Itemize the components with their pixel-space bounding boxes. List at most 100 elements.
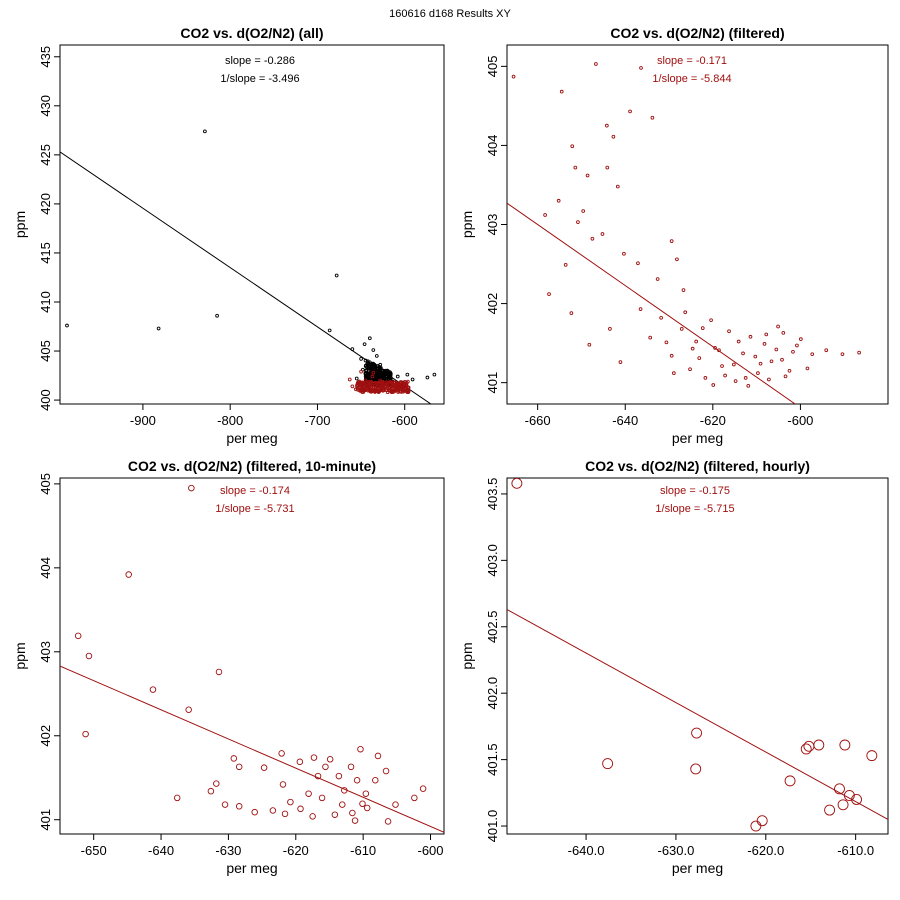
data-point <box>843 790 855 801</box>
data-point <box>74 632 82 640</box>
data-point <box>85 652 93 660</box>
data-point <box>866 750 878 762</box>
data-point <box>511 74 516 79</box>
data-point-all <box>386 377 391 382</box>
data-point <box>411 794 418 802</box>
data-layer <box>60 484 444 833</box>
data-point <box>767 377 771 382</box>
y-tick-label: 403.0 <box>485 544 500 577</box>
data-point-all <box>367 336 372 341</box>
data-point-filtered <box>363 378 368 383</box>
data-point-filtered <box>380 380 384 385</box>
data-point <box>251 808 258 816</box>
data-point <box>573 165 578 170</box>
data-point <box>748 334 753 339</box>
data-point <box>235 803 243 810</box>
x-axis-label: per meg <box>672 430 723 446</box>
data-point <box>650 115 655 120</box>
data-point <box>746 383 751 388</box>
data-point-filtered <box>387 386 391 391</box>
data-point <box>717 348 721 353</box>
y-tick-label: 403.5 <box>485 478 500 511</box>
y-tick-label: 430 <box>38 95 53 117</box>
data-point <box>269 807 277 814</box>
data-point-filtered <box>354 387 358 392</box>
data-point <box>799 337 803 342</box>
data-point <box>279 781 287 788</box>
data-point <box>235 763 243 771</box>
y-tick-label: 420 <box>38 193 53 215</box>
data-point <box>805 366 810 371</box>
data-point <box>753 354 758 359</box>
data-point-all <box>215 313 219 318</box>
data-point <box>622 251 626 256</box>
data-point <box>731 362 736 367</box>
data-point <box>791 349 795 354</box>
x-tick-label: -610 <box>350 843 376 858</box>
data-point-filtered <box>392 380 397 385</box>
data-point <box>281 810 289 818</box>
data-point <box>581 209 586 213</box>
data-point <box>339 801 346 808</box>
y-tick-label: 415 <box>38 242 53 264</box>
data-point <box>780 357 784 362</box>
data-point-all <box>432 372 437 377</box>
data-point <box>694 339 699 344</box>
data-point-filtered <box>373 383 377 388</box>
inverse-slope-annotation: 1/slope = -3.496 <box>220 73 299 85</box>
data-point-filtered <box>355 383 359 387</box>
slope-annotation: slope = -0.174 <box>220 485 290 497</box>
data-point <box>511 478 523 489</box>
data-point-all <box>384 372 389 376</box>
data-point <box>628 109 632 114</box>
figure-title: 160616 d168 Results XY <box>389 8 511 20</box>
y-tick-label: 405 <box>38 473 53 495</box>
data-point <box>382 767 390 775</box>
data-point <box>351 817 359 824</box>
y-tick-label: 404 <box>485 135 500 157</box>
plot-frame <box>59 477 445 835</box>
data-layer <box>60 129 437 404</box>
data-point-filtered <box>370 388 375 392</box>
data-point <box>713 346 717 350</box>
data-point <box>669 239 674 243</box>
data-point-all <box>371 363 376 368</box>
data-point <box>363 804 371 812</box>
data-point-filtered <box>367 381 372 386</box>
inverse-slope-annotation: 1/slope = -5.844 <box>652 73 731 85</box>
data-point-filtered <box>350 384 355 389</box>
y-tick-label: 400 <box>38 389 53 411</box>
slope-annotation: slope = -0.171 <box>657 55 727 67</box>
x-tick-label: -640 <box>148 843 174 858</box>
data-point-all <box>362 342 367 347</box>
plot-frame <box>506 477 889 835</box>
data-point <box>215 668 223 676</box>
data-point <box>700 326 705 330</box>
data-point-filtered <box>370 374 375 379</box>
data-point <box>659 315 664 320</box>
data-point <box>824 348 829 353</box>
x-tick-label: -600 <box>392 413 418 428</box>
y-tick-label: 402 <box>485 293 500 315</box>
data-point <box>353 777 361 784</box>
data-point-all <box>327 328 332 333</box>
data-point <box>690 763 702 775</box>
data-point <box>824 804 836 816</box>
data-point <box>372 777 379 784</box>
data-point <box>711 383 716 387</box>
data-point <box>326 756 334 763</box>
y-tick-label: 401 <box>38 809 53 831</box>
data-point <box>636 261 640 266</box>
data-point <box>230 755 238 762</box>
panel-title: CO2 vs. d(O2/N2) (filtered) <box>610 25 784 41</box>
data-point <box>803 740 815 752</box>
data-point <box>585 173 590 178</box>
data-point <box>813 739 825 751</box>
data-point <box>260 764 268 771</box>
data-point <box>384 818 392 825</box>
data-point <box>810 352 815 357</box>
data-point <box>556 198 561 203</box>
data-point <box>703 376 708 380</box>
data-point <box>207 787 215 795</box>
data-point <box>690 346 695 351</box>
